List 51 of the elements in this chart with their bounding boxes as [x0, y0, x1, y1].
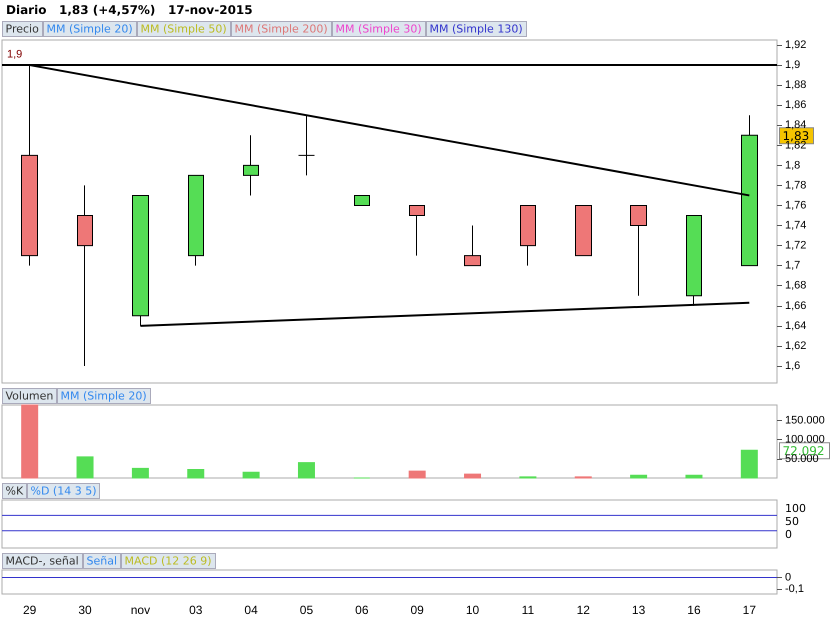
y-tick-label: 1,6: [785, 360, 800, 372]
y-tick-label: 100.000: [785, 434, 825, 446]
x-tick-label: 13: [632, 603, 646, 617]
y-tick-label: 1,68: [785, 280, 806, 292]
text: MM (Simple 20): [60, 390, 147, 402]
text: MM (Simple 130): [430, 22, 523, 36]
y-tick-label: 1,92: [785, 39, 806, 52]
x-tick-label: 16: [687, 603, 701, 617]
text: %K: [6, 484, 24, 498]
y-tick-label: 1,72: [785, 240, 806, 252]
y-tick-label: 1,88: [785, 79, 806, 92]
x-tick-label: 06: [355, 603, 369, 617]
ref-line-label: 1,9: [7, 48, 22, 61]
text: Precio: [6, 22, 40, 36]
x-tick-label: 03: [189, 603, 203, 617]
text: MM (Simple 30): [336, 22, 422, 36]
y-tick-label: 1,76: [785, 199, 806, 212]
text: MM (Simple 200): [234, 22, 328, 36]
x-tick-label: 30: [78, 603, 92, 617]
text: 100: [785, 502, 806, 516]
y-tick-label: 150.000: [785, 414, 825, 426]
text: %D (14 3 5): [30, 484, 96, 498]
y-tick-label: 1,7: [785, 260, 800, 272]
y-tick-label: 1,62: [785, 340, 806, 352]
y-tick-label: 1,78: [785, 179, 806, 192]
y-tick-label: 0: [785, 571, 792, 584]
text: MM (Simple 20): [46, 22, 133, 36]
text: Volumen: [6, 390, 54, 402]
y-tick-label: -0,1: [785, 582, 804, 595]
text: 50: [785, 515, 799, 528]
text: MACD (12 26 9): [124, 554, 212, 568]
x-tick-label: 17: [742, 603, 756, 617]
x-tick-label: 10: [466, 603, 480, 617]
x-tick-label: 05: [300, 603, 314, 617]
text: MACD-, señal: [6, 554, 79, 568]
y-tick-label: 1,74: [785, 220, 806, 232]
y-tick-label: 1,9: [785, 59, 800, 72]
text: MM (Simple 50): [140, 22, 227, 36]
x-tick-label: 04: [244, 603, 258, 617]
y-tick-label: 1,86: [785, 99, 806, 112]
x-tick-label: 11: [522, 603, 534, 617]
x-tick-label: 29: [23, 603, 37, 617]
y-tick-label: 1,66: [785, 300, 806, 312]
x-tick-label: 09: [410, 603, 424, 617]
text: Señal: [86, 554, 118, 568]
chart-title: Diario 1,83 (+4,57%) 17-nov-2015: [6, 3, 253, 17]
x-tick-label: 12: [576, 603, 590, 617]
y-tick-label: 1,64: [785, 320, 806, 332]
y-tick-label: 1,8: [785, 159, 800, 172]
x-tick-label: nov: [130, 603, 150, 617]
text: 1,83: [782, 128, 810, 143]
